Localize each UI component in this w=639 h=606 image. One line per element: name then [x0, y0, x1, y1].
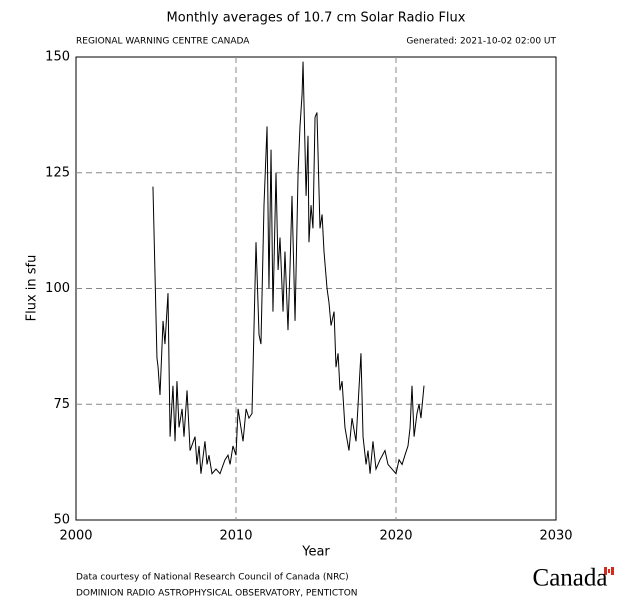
logo: Canada: [533, 565, 608, 592]
y-tick-label: 100: [45, 281, 70, 296]
footer-line: Data courtesy of National Research Counc…: [76, 573, 349, 583]
x-tick-label: 2010: [219, 529, 252, 544]
x-tick-label: 2030: [539, 529, 572, 544]
y-tick-label: 50: [53, 513, 70, 528]
y-axis-label: Flux in sfu: [25, 255, 40, 322]
x-tick-label: 2000: [59, 529, 92, 544]
y-tick-label: 125: [45, 165, 70, 180]
x-tick-label: 2020: [379, 529, 412, 544]
subtitle-left: REGIONAL WARNING CENTRE CANADA: [76, 37, 250, 47]
subtitle-right: Generated: 2021-10-02 02:00 UT: [406, 37, 556, 47]
y-tick-label: 150: [45, 50, 70, 65]
x-axis-label: Year: [301, 545, 330, 560]
data-line: [152, 61, 425, 475]
chart-title: Monthly averages of 10.7 cm Solar Radio …: [167, 11, 466, 26]
footer-line: DOMINION RADIO ASTROPHYSICAL OBSERVATORY…: [76, 589, 358, 599]
flag: [604, 567, 614, 575]
y-tick-label: 75: [53, 397, 70, 412]
